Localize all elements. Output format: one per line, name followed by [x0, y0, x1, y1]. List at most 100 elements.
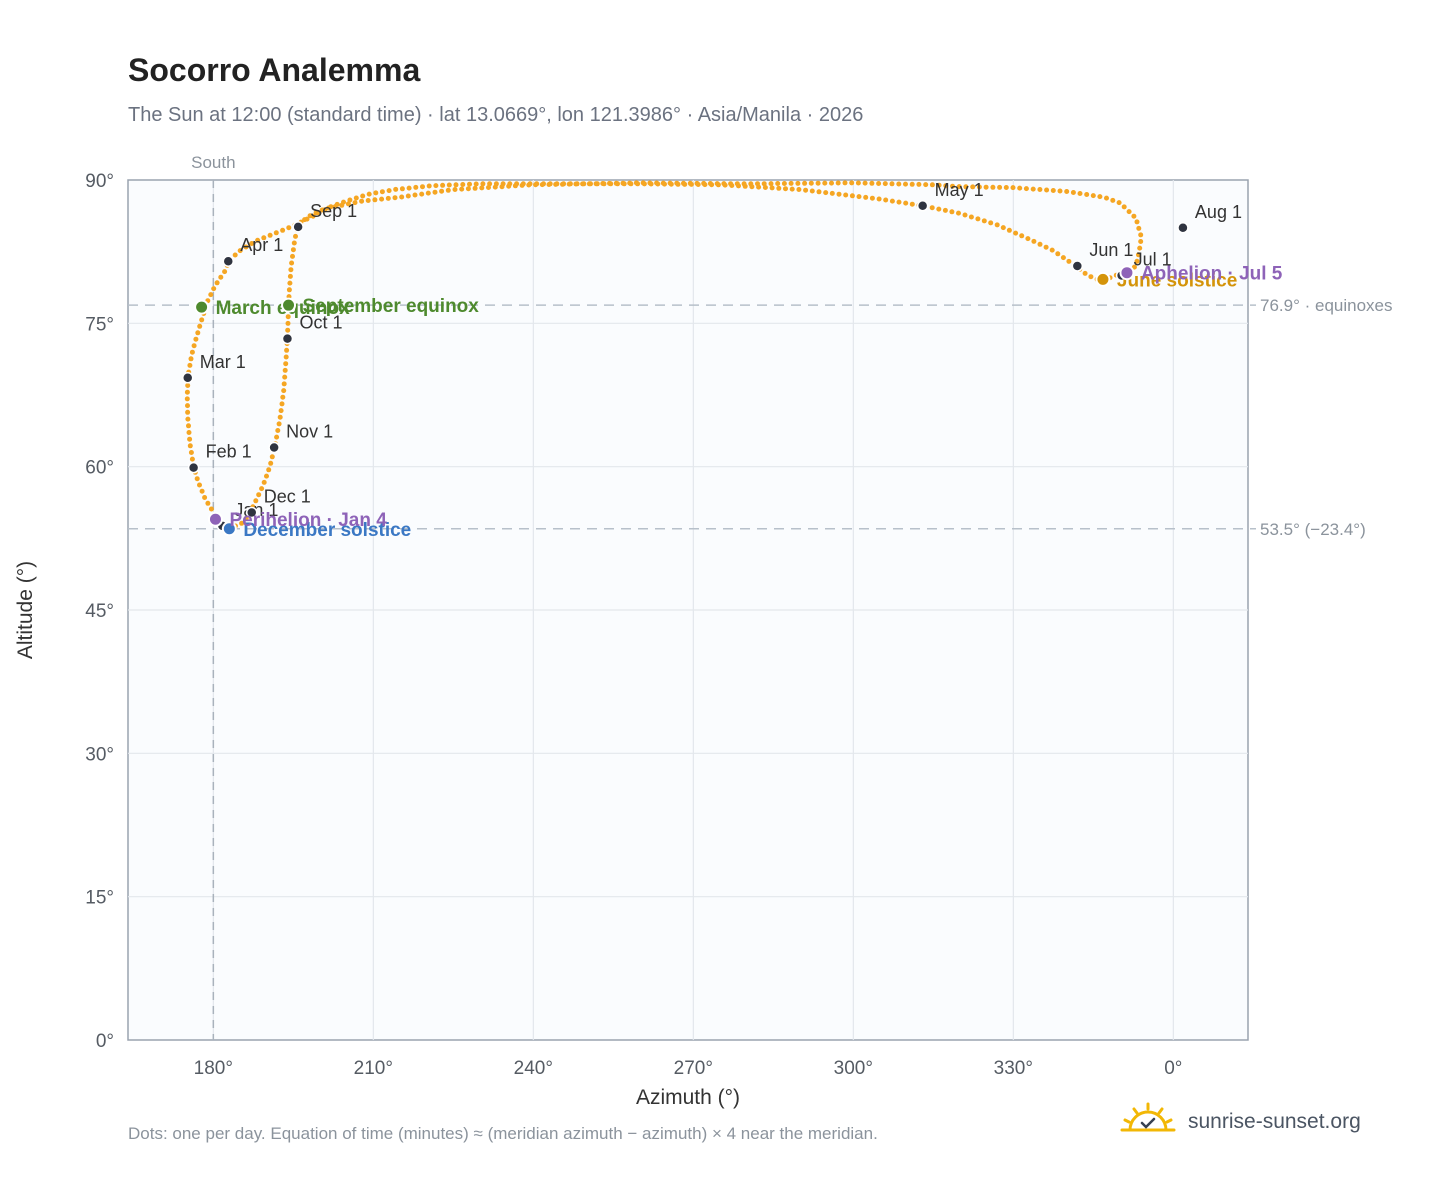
- day-dot: [963, 184, 969, 190]
- day-dot: [280, 227, 286, 233]
- y-tick-label-1: 15°: [85, 888, 114, 909]
- reference-label-0: 76.9° · equinoxes: [1260, 296, 1393, 315]
- day-dot: [783, 186, 788, 192]
- day-dot: [1037, 187, 1043, 192]
- day-dot: [566, 181, 572, 187]
- day-dot: [855, 180, 861, 186]
- day-dot: [185, 416, 191, 422]
- day-dot: [188, 450, 194, 455]
- day-dot: [768, 181, 774, 187]
- day-dot: [640, 180, 646, 186]
- day-dot: [863, 194, 869, 200]
- day-dot: [876, 196, 882, 202]
- day-dot: [849, 180, 855, 186]
- day-dot: [835, 180, 841, 186]
- day-dot: [687, 180, 693, 186]
- day-dot: [279, 401, 285, 407]
- day-dot: [276, 421, 282, 427]
- day-dot: [332, 204, 338, 210]
- month-marker-4: [916, 200, 929, 212]
- day-dot: [816, 189, 822, 195]
- day-dot: [909, 201, 915, 207]
- day-dot: [1134, 258, 1140, 264]
- day-dot: [1116, 200, 1122, 206]
- day-dot: [208, 506, 214, 512]
- x-tick-label-5: 330°: [994, 1058, 1033, 1079]
- day-dot: [994, 222, 1000, 228]
- day-dot: [433, 183, 439, 189]
- day-dot: [936, 182, 942, 188]
- day-dot: [208, 292, 214, 298]
- day-dot: [882, 181, 888, 187]
- day-dot: [681, 180, 686, 186]
- day-dot: [264, 473, 269, 479]
- event-marker-1: [281, 297, 297, 313]
- day-dot: [1077, 191, 1083, 196]
- day-dot: [1023, 186, 1029, 192]
- day-dot: [748, 181, 754, 187]
- day-dot: [869, 195, 875, 201]
- day-dot: [232, 252, 238, 258]
- day-dot: [1003, 185, 1009, 190]
- month-label-10: Nov 1: [286, 422, 333, 442]
- event-marker-4: [207, 511, 223, 527]
- day-dot: [962, 212, 968, 218]
- day-dot: [795, 180, 801, 186]
- day-dot: [762, 185, 768, 190]
- day-dot: [983, 184, 989, 190]
- day-dot: [189, 349, 195, 355]
- day-dot: [385, 195, 391, 201]
- day-dot: [721, 181, 727, 187]
- day-dot: [432, 189, 438, 195]
- day-dot: [1031, 238, 1037, 244]
- event-marker-2: [1095, 271, 1111, 287]
- day-dot: [290, 253, 295, 259]
- day-dot: [956, 210, 961, 216]
- day-dot: [249, 241, 255, 246]
- daily-sun-path: [184, 180, 1144, 532]
- month-marker-1: [187, 461, 200, 474]
- day-dot: [956, 184, 962, 190]
- day-dot: [255, 237, 261, 243]
- day-dot: [480, 181, 486, 187]
- day-dot: [274, 434, 280, 440]
- day-dot: [929, 182, 935, 188]
- day-dot: [277, 414, 283, 420]
- day-dot: [261, 479, 267, 485]
- day-dot: [593, 181, 599, 187]
- day-dot: [347, 197, 353, 203]
- day-dot: [909, 181, 915, 187]
- day-dot: [580, 181, 586, 187]
- day-dot: [889, 181, 895, 187]
- event-label-5: Aphelion · Jul 5: [1141, 264, 1283, 285]
- day-dot: [560, 181, 565, 187]
- day-dot: [903, 181, 908, 187]
- brand-logo[interactable]: sunrise-sunset.org: [1120, 1102, 1361, 1142]
- day-dot: [823, 190, 829, 196]
- day-dot: [187, 443, 193, 449]
- day-dot: [607, 180, 612, 186]
- day-dot: [185, 409, 191, 415]
- day-dot: [1043, 244, 1049, 250]
- day-dot: [412, 192, 418, 198]
- day-dot: [1088, 274, 1094, 280]
- day-dot: [214, 280, 220, 286]
- chart-title: Socorro Analemma: [128, 52, 421, 88]
- day-dot: [943, 183, 949, 189]
- day-dot: [479, 185, 485, 191]
- day-dot: [667, 180, 673, 186]
- day-dot: [197, 482, 202, 488]
- day-dot: [360, 193, 366, 199]
- day-dot: [467, 181, 472, 187]
- day-dot: [460, 182, 466, 187]
- day-dot: [1097, 194, 1103, 200]
- x-axis-title: Azimuth (°): [636, 1086, 740, 1109]
- month-marker-5: [1071, 260, 1084, 272]
- month-label-9: Oct 1: [299, 313, 342, 333]
- day-dot: [1084, 192, 1090, 197]
- day-dot: [194, 476, 200, 482]
- day-dot: [627, 180, 633, 186]
- day-dot: [261, 235, 267, 241]
- day-dot: [287, 280, 293, 286]
- day-dot: [365, 198, 371, 203]
